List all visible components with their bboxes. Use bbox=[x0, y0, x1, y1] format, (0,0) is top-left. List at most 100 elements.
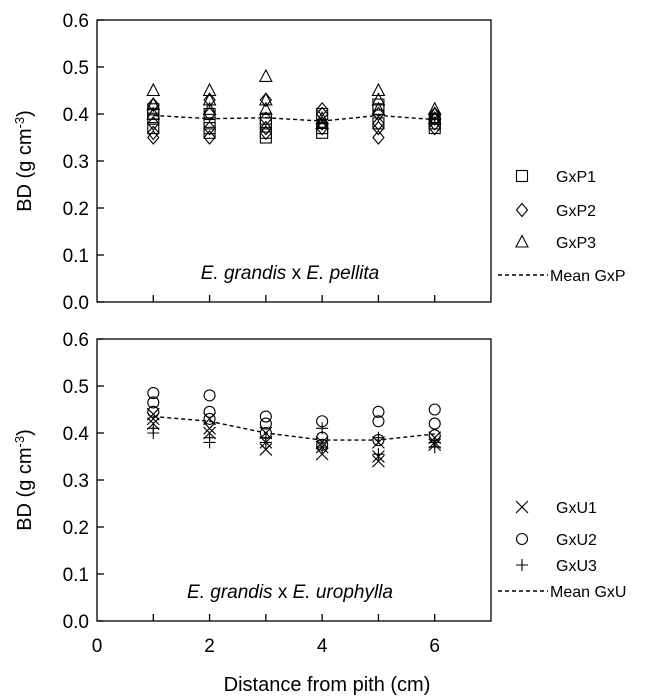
data-point bbox=[203, 421, 216, 435]
data-point bbox=[315, 120, 329, 136]
data-point bbox=[428, 417, 441, 430]
data-point bbox=[259, 111, 273, 127]
data-point bbox=[428, 111, 441, 127]
data-point bbox=[147, 386, 160, 400]
y-tick-label: 0.5 bbox=[63, 377, 89, 398]
data-point bbox=[147, 122, 160, 135]
data-point bbox=[315, 115, 330, 129]
data-point bbox=[146, 82, 161, 97]
data-point bbox=[371, 92, 386, 106]
data-point bbox=[203, 389, 216, 402]
data-point bbox=[428, 120, 441, 136]
y-tick-label: 0.1 bbox=[63, 246, 89, 267]
legend-marker bbox=[515, 500, 529, 514]
data-point bbox=[147, 97, 160, 112]
y-tick-label: 0.5 bbox=[63, 58, 89, 79]
data-point bbox=[203, 436, 216, 449]
data-point bbox=[372, 405, 385, 418]
x-tick-label: 4 bbox=[317, 636, 328, 657]
mean-line bbox=[153, 415, 435, 441]
data-point bbox=[428, 106, 441, 122]
data-point bbox=[258, 68, 273, 82]
data-point bbox=[203, 106, 216, 122]
data-point bbox=[259, 436, 272, 449]
data-point bbox=[147, 130, 160, 145]
y-tick-label: 0.4 bbox=[63, 105, 90, 126]
data-point bbox=[147, 125, 160, 141]
data-point bbox=[202, 82, 217, 97]
data-point bbox=[203, 126, 216, 139]
y-tick-label: 0.6 bbox=[63, 11, 89, 32]
panel-top: 0.0 0.1 0.2 0.3 0.4 0.5 0.6 BD (g cm-3) GxP1 GxP2… bbox=[12, 11, 626, 314]
data-point bbox=[202, 92, 217, 106]
y-tick-label: 0.2 bbox=[63, 199, 89, 220]
data-point bbox=[315, 111, 330, 125]
y-tick-label: 0.3 bbox=[63, 152, 89, 173]
data-point bbox=[203, 130, 216, 145]
legend-marker bbox=[516, 559, 528, 571]
data-point bbox=[372, 120, 385, 136]
legend-label: Mean GxU bbox=[550, 584, 626, 601]
data-point bbox=[203, 412, 216, 425]
data-point bbox=[146, 106, 161, 120]
legend-label: GxU1 bbox=[556, 500, 597, 517]
series-gxu2 bbox=[147, 386, 441, 451]
legend-marker bbox=[515, 169, 529, 183]
data-point bbox=[315, 101, 329, 117]
data-point bbox=[427, 101, 442, 115]
data-point bbox=[372, 117, 385, 130]
series-gxp3 bbox=[146, 68, 442, 129]
plot-frame bbox=[96, 19, 492, 303]
data-point bbox=[147, 405, 160, 418]
data-point bbox=[203, 122, 216, 135]
legend-label: GxU3 bbox=[556, 558, 597, 575]
data-point bbox=[147, 396, 160, 409]
plot-frame bbox=[96, 338, 492, 622]
legend-label: GxP2 bbox=[556, 203, 596, 220]
data-point bbox=[258, 101, 273, 115]
x-axis-label: Distance from pith (cm) bbox=[224, 674, 431, 696]
legend-label: Mean GxP bbox=[550, 268, 626, 285]
data-point bbox=[259, 125, 273, 141]
y-tick-label: 0.1 bbox=[63, 565, 89, 586]
data-point bbox=[372, 106, 385, 122]
legend-label: GxP1 bbox=[556, 169, 596, 186]
y-tick-label: 0.0 bbox=[63, 293, 89, 314]
data-point bbox=[316, 126, 329, 139]
data-point bbox=[371, 82, 386, 97]
data-point bbox=[259, 120, 273, 136]
data-point bbox=[372, 116, 385, 131]
data-point bbox=[316, 441, 329, 454]
data-point bbox=[146, 96, 161, 111]
series-mean-gxp bbox=[153, 114, 435, 122]
legend-label: GxU2 bbox=[556, 532, 597, 549]
x-tick-label: 2 bbox=[204, 636, 215, 657]
series-gxu3 bbox=[147, 422, 441, 461]
data-point bbox=[146, 407, 160, 421]
data-point bbox=[202, 101, 217, 115]
data-point bbox=[428, 403, 441, 416]
data-point bbox=[203, 92, 216, 108]
data-point bbox=[259, 417, 272, 430]
y-tick-label: 0.2 bbox=[63, 518, 89, 539]
data-point bbox=[147, 427, 160, 439]
data-point bbox=[427, 111, 442, 125]
data-point bbox=[259, 443, 273, 456]
data-point bbox=[372, 431, 385, 444]
series-gxp2 bbox=[147, 92, 441, 145]
y-tick-label: 0.4 bbox=[63, 424, 90, 445]
data-point bbox=[372, 448, 385, 461]
panel-annotation: E. grandis x E. urophylla bbox=[187, 582, 393, 603]
data-point bbox=[259, 131, 272, 144]
data-point bbox=[147, 116, 160, 131]
y-tick-label: 0.3 bbox=[63, 471, 89, 492]
data-point bbox=[372, 415, 385, 428]
data-point bbox=[203, 405, 216, 418]
data-point bbox=[258, 92, 273, 106]
legend-marker bbox=[515, 532, 529, 546]
data-point bbox=[371, 101, 386, 115]
data-point bbox=[372, 130, 385, 145]
series-gxp1 bbox=[147, 98, 441, 144]
y-axis-label: BD (g cm-3) bbox=[12, 429, 36, 531]
